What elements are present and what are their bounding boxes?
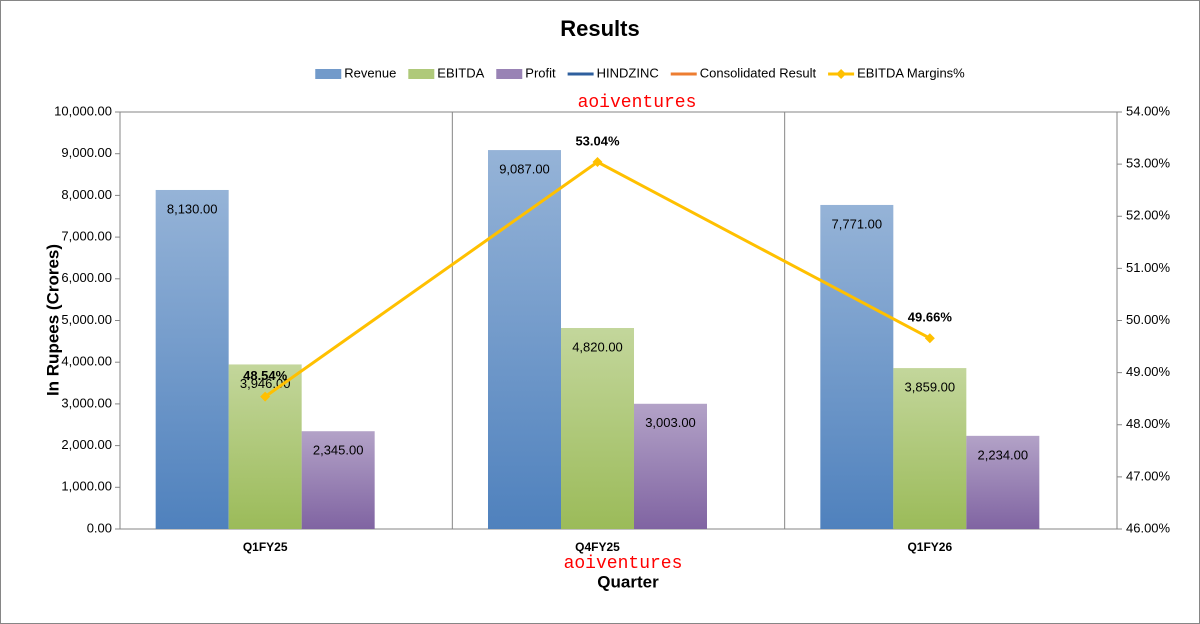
y-tick-label: 4,000.00 [61, 354, 112, 369]
bar [301, 431, 375, 529]
y2-tick-label: 53.00% [1126, 156, 1171, 171]
data-label: 8,130.00 [167, 201, 218, 216]
bar [966, 435, 1040, 529]
line-marker [592, 157, 603, 168]
data-label: 3,003.00 [645, 415, 696, 430]
x-axis-title: Quarter [597, 572, 659, 591]
data-label: 4,820.00 [572, 339, 623, 354]
line-marker [924, 333, 935, 344]
y-tick-label: 2,000.00 [61, 437, 112, 452]
bar [820, 204, 894, 530]
y2-tick-label: 50.00% [1126, 312, 1171, 327]
y-tick-label: 9,000.00 [61, 145, 112, 160]
data-label: 49.66% [908, 310, 953, 325]
legend-label: Revenue [344, 65, 396, 80]
legend: Revenue EBITDA Profit HINDZINC Consolidated … [315, 65, 965, 80]
y2-tick-label: 47.00% [1126, 468, 1171, 483]
data-label: 9,087.00 [499, 162, 550, 177]
data-label: 2,234.00 [978, 447, 1029, 462]
x-tick-label: Q4FY25 [575, 540, 620, 554]
data-label: 3,859.00 [905, 380, 956, 395]
bar [155, 189, 229, 529]
y2-tick-label: 51.00% [1126, 260, 1171, 275]
bar [561, 328, 634, 529]
legend-swatch [408, 69, 435, 79]
y2-tick-label: 46.00% [1126, 520, 1171, 535]
watermark: aoiventures [578, 93, 697, 113]
legend-label: Profit [525, 65, 556, 80]
bar [634, 403, 707, 529]
watermark: aoiventures [564, 554, 683, 574]
y-tick-label: 10,000.00 [54, 103, 112, 118]
legend-label: Consolidated Result [700, 65, 817, 80]
chart-title: Results [560, 16, 639, 41]
y2-tick-label: 54.00% [1126, 103, 1171, 118]
legend-label: EBITDA Margins% [857, 65, 965, 80]
y2-tick-label: 48.00% [1126, 416, 1171, 431]
legend-swatch [496, 69, 523, 79]
y-tick-label: 7,000.00 [61, 229, 112, 244]
y-tick-label: 1,000.00 [61, 479, 112, 494]
legend-label: HINDZINC [597, 65, 659, 80]
y2-tick-label: 52.00% [1126, 208, 1171, 223]
data-label: 7,771.00 [832, 216, 883, 231]
legend-marker [836, 69, 847, 79]
data-label: 48.54% [243, 368, 288, 383]
legend-label: EBITDA [437, 65, 484, 80]
y-tick-label: 0.00 [87, 520, 112, 535]
bar [488, 150, 561, 530]
legend-swatch [315, 69, 342, 79]
y2-tick-label: 49.00% [1126, 364, 1171, 379]
line-marker [260, 391, 271, 402]
y-tick-label: 6,000.00 [61, 270, 112, 285]
bar [893, 368, 967, 529]
x-tick-label: Q1FY26 [907, 540, 952, 554]
data-label: 2,345.00 [313, 443, 364, 458]
y-axis-title: In Rupees (Crores) [43, 244, 62, 396]
x-tick-label: Q1FY25 [243, 540, 288, 554]
y-tick-label: 8,000.00 [61, 187, 112, 202]
data-label: 53.04% [575, 133, 620, 148]
y-tick-label: 5,000.00 [61, 312, 112, 327]
y-tick-label: 3,000.00 [61, 395, 112, 410]
